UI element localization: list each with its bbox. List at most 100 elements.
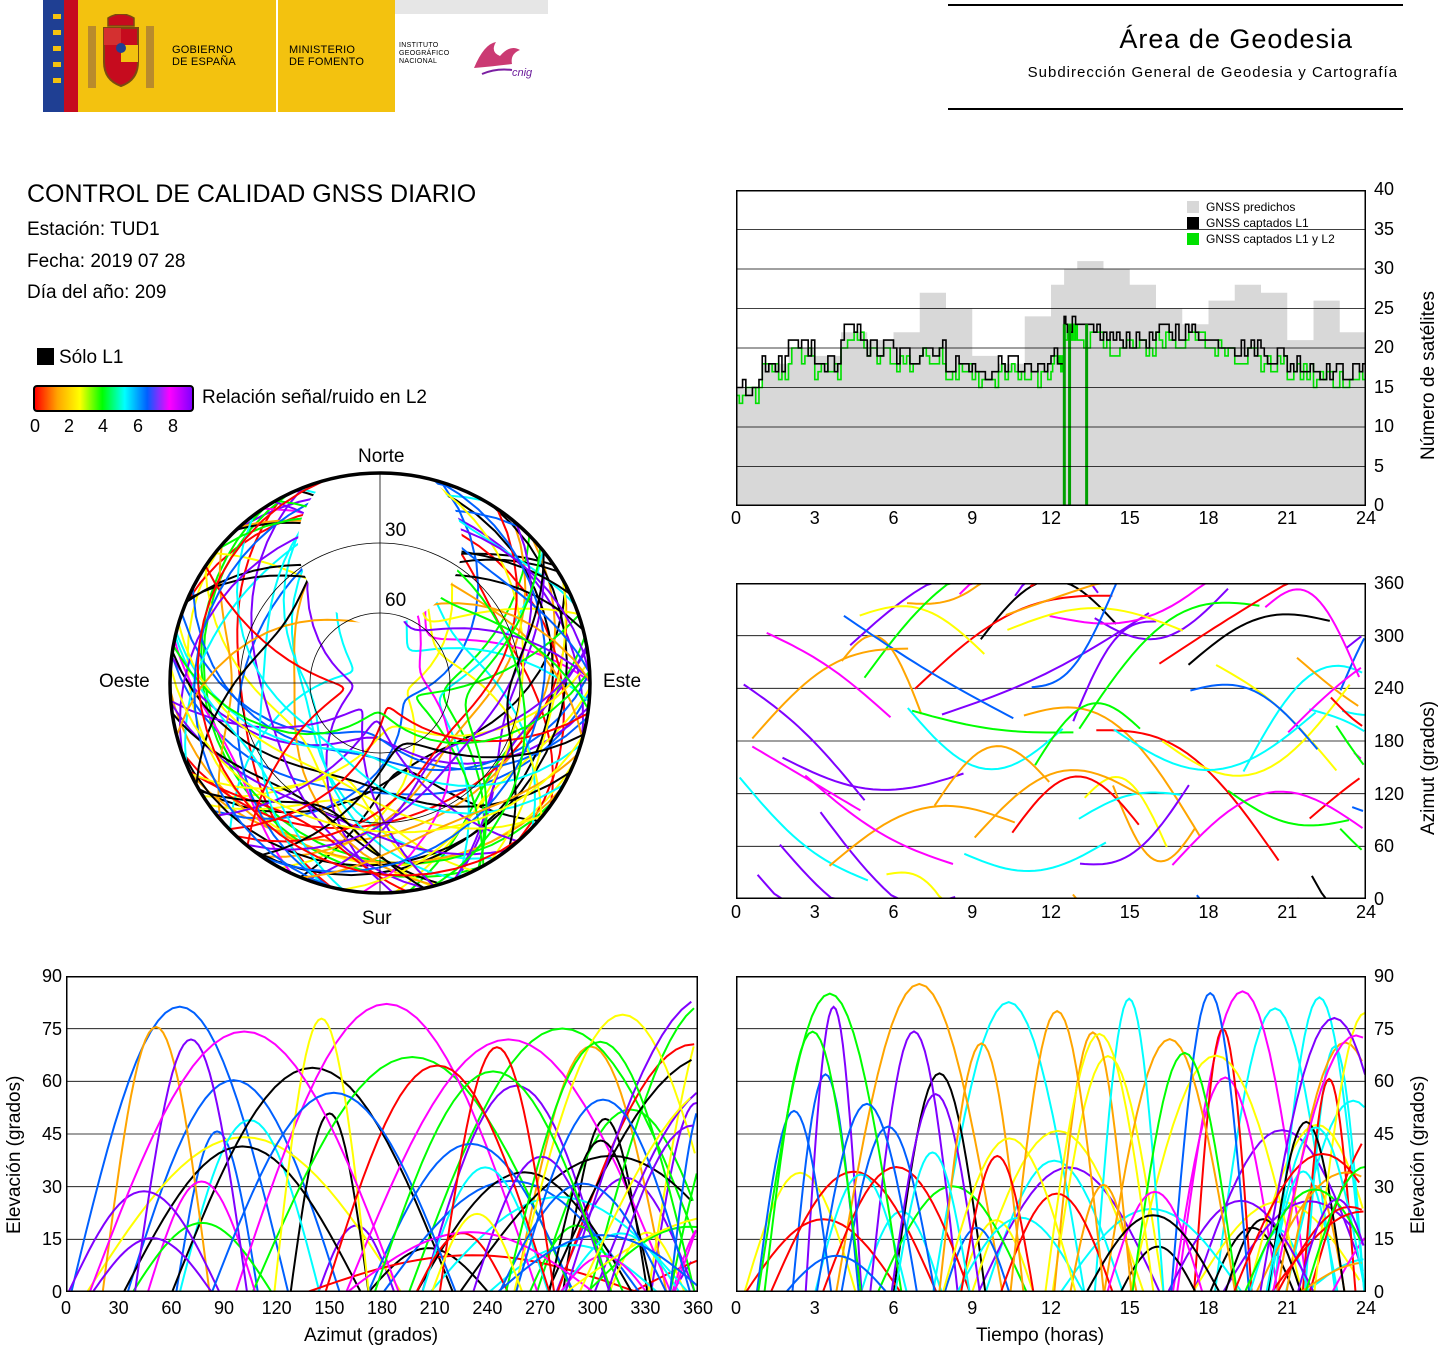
snr-tick: 2 [64,416,75,436]
satellite-track [673,1231,697,1292]
satellite-track [1094,587,1229,641]
satellite-track [938,1042,1025,1292]
satellite-track [756,874,957,899]
satellite-track [1161,683,1351,777]
satellite-track [1060,1207,1243,1292]
y-tick-label: 25 [1374,297,1395,318]
x-tick-label: 270 [525,1298,556,1318]
satellite-track [907,707,1064,771]
snr-label: Relación señal/ruido en L2 [202,387,427,408]
y-tick-label: 30 [1374,258,1395,278]
ign-bar [395,0,548,14]
satellite-track [1034,702,1141,766]
satellite-track [1300,1261,1362,1292]
x-tick-label: 15 [1119,902,1140,922]
satellite-track [743,683,866,801]
x-tick-label: 18 [1198,1298,1219,1318]
satellite-track [841,634,923,715]
x-tick-label: 6 [888,1298,899,1318]
satellite-track [172,645,591,745]
legend-swatch-l1 [1187,217,1199,229]
satellite-track [738,776,869,882]
satellite-track [1346,635,1362,649]
y-tick-label: 90 [41,966,62,986]
ring-label-30: 30 [385,520,407,541]
satellite-track [169,689,563,864]
satellite-track [455,549,545,880]
snr-tick: 4 [98,416,109,436]
satellite-track [88,1030,400,1292]
satellite-track [1170,991,1251,1292]
satellite-track [1339,827,1363,851]
station-label: Estación: TUD1 [27,219,160,240]
satellite-track [174,635,344,891]
satellite-track [180,613,588,771]
satellite-track [1267,1120,1346,1292]
ign-line1: INSTITUTO [399,42,439,49]
satellite-track [175,632,582,787]
satellite-track [828,804,1016,867]
y-tick-label: 0 [51,1282,62,1302]
x-tick-label: 240 [472,1298,503,1318]
count-ylabel: Número de satélites [1418,291,1439,460]
ministerio-logo [278,0,395,112]
satellite-track [1285,1184,1346,1292]
satellite-track [869,1030,959,1292]
north-label: Norte [358,446,405,467]
y-tick-label: 45 [1374,1124,1395,1144]
satellite-track [546,1059,693,1292]
x-tick-label: 9 [967,508,978,528]
x-tick-label: 210 [419,1298,450,1318]
x-tick-label: 15 [1119,1298,1140,1318]
satellite-track [1053,1031,1133,1292]
satellite-track [632,1259,698,1292]
satellite-track [1078,601,1260,730]
satellite-track [1224,1218,1302,1292]
azimuth-tracks [738,583,1366,899]
satellite-track [559,1254,648,1292]
satellite-track [1079,784,1190,866]
satellite-track [1112,785,1196,863]
elt-xlabel: Tiempo (horas) [976,1325,1105,1346]
x-tick-label: 12 [1041,508,1062,528]
satellite-track [1158,583,1324,665]
satellite-track [1313,1011,1366,1292]
x-tick-label: 21 [1277,508,1298,528]
satellite-track [514,1045,668,1292]
satellite-track [1215,664,1338,772]
satellite-track [804,774,954,865]
y-tick-label: 300 [1374,625,1405,646]
satellite-track [282,476,456,880]
x-tick-label: 3 [809,1298,820,1318]
satellite-track [1273,996,1366,1292]
satellite-track [785,1254,888,1292]
satellite-track [1083,775,1168,848]
ign-name: INSTITUTO GEOGRÁFICO NACIONAL [399,42,449,66]
satellite-track [1233,1152,1361,1292]
x-tick-label: 360 [683,1298,714,1318]
satellite-track [863,583,989,679]
satellite-track [415,1171,633,1292]
satellite-track [669,1113,698,1292]
satellite-track [1129,1054,1303,1292]
x-tick-label: 21 [1277,902,1298,922]
satellite-track [1351,806,1364,812]
satellite-track [1007,607,1184,632]
satellite-track [1301,1077,1357,1292]
satellite-track [324,1064,551,1292]
satellite-track [779,843,956,899]
x-tick-label: 60 [161,1298,182,1318]
x-tick-label: 150 [314,1298,345,1318]
satellite-track [196,479,523,877]
satellite-track [67,1190,221,1292]
x-tick-label: 18 [1198,902,1219,922]
satellite-track [1339,637,1366,691]
x-tick-label: 9 [967,902,978,922]
satellite-track [1011,775,1140,834]
snr-ticks: 0 2 4 6 8 [30,416,190,436]
x-tick-label: 12 [1041,902,1062,922]
satellite-track [122,1145,362,1292]
x-tick-label: 15 [1119,508,1140,528]
elaz-ylabel-wrap: Elevación (grados) [4,1076,25,1234]
satellite-track [1131,1051,1238,1292]
